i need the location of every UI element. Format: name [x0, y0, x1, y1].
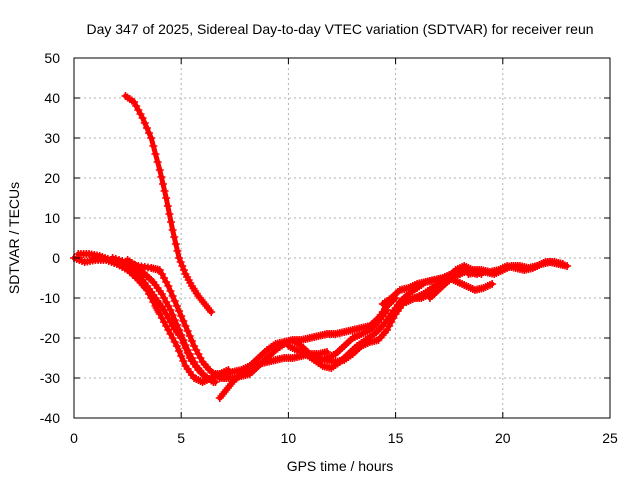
y-tick-label: -10 — [40, 290, 60, 306]
data-point — [166, 287, 175, 295]
data-point — [170, 316, 179, 324]
data-point — [153, 158, 162, 166]
data-point — [177, 312, 186, 320]
x-tick-label: 15 — [388, 430, 404, 446]
data-point — [168, 311, 177, 319]
data-point — [164, 282, 173, 290]
y-tick-label: 0 — [52, 250, 60, 266]
data-point — [168, 226, 177, 234]
data-point — [179, 266, 188, 274]
data-point — [383, 306, 392, 314]
data-point — [181, 341, 190, 349]
data-point — [172, 342, 181, 350]
data-point — [563, 262, 572, 270]
tick-layer: 0 5 10 15 20 25 -40 -30 -20 -10 0 10 20 30 40 50 — [40, 50, 618, 446]
data-point — [163, 202, 172, 210]
data-point — [166, 306, 175, 314]
y-tick-label: 30 — [44, 130, 60, 146]
series-arc — [121, 92, 216, 316]
grid-layer — [74, 58, 610, 418]
data-point — [176, 258, 185, 266]
data-point — [170, 297, 179, 305]
data-point — [172, 302, 181, 310]
data-point — [175, 326, 184, 334]
y-axis-label: SDTVAR / TECUs — [6, 182, 22, 294]
data-point — [177, 352, 186, 360]
y-tick-label: 10 — [44, 210, 60, 226]
data-point — [185, 332, 194, 340]
data-point — [209, 378, 218, 386]
data-point — [183, 327, 192, 335]
y-tick-label: -40 — [40, 410, 60, 426]
data-point — [142, 124, 151, 132]
y-tick-label: 40 — [44, 90, 60, 106]
data-point — [179, 336, 188, 344]
data-point — [151, 150, 160, 158]
y-tick-label: -20 — [40, 330, 60, 346]
data-point — [178, 262, 187, 270]
data-point — [558, 260, 567, 268]
data-point — [140, 119, 149, 127]
data-point — [155, 166, 164, 174]
data-point — [187, 337, 196, 345]
series-layer — [70, 92, 572, 402]
data-point — [158, 180, 167, 188]
data-point — [179, 357, 188, 365]
data-point — [207, 308, 216, 316]
data-point — [157, 173, 166, 181]
data-point — [168, 292, 177, 300]
y-tick-label: 50 — [44, 50, 60, 66]
data-point — [175, 347, 184, 355]
data-point — [171, 240, 180, 248]
data-point — [177, 331, 186, 339]
data-point — [175, 307, 184, 315]
series-arc — [123, 256, 218, 386]
x-tick-label: 25 — [602, 430, 618, 446]
data-point — [167, 218, 176, 226]
x-tick-label: 20 — [495, 430, 511, 446]
series-arc — [464, 258, 567, 278]
data-point — [145, 129, 154, 137]
plot-frame — [73, 57, 611, 419]
x-tick-label: 0 — [70, 430, 78, 446]
x-tick-label: 10 — [281, 430, 297, 446]
data-point — [162, 194, 171, 202]
data-point — [170, 233, 179, 241]
data-point — [165, 210, 174, 218]
data-point — [173, 247, 182, 255]
y-tick-label: 20 — [44, 170, 60, 186]
data-point — [138, 114, 147, 122]
y-tick-label: -30 — [40, 370, 60, 386]
data-point — [181, 322, 190, 330]
data-point — [172, 321, 181, 329]
chart-title: Day 347 of 2025, Sidereal Day-to-day VTE… — [86, 21, 593, 37]
data-point — [179, 317, 188, 325]
data-point — [488, 280, 497, 288]
data-point — [160, 187, 169, 195]
data-point — [149, 142, 158, 150]
data-point — [175, 254, 184, 262]
data-point — [147, 134, 156, 142]
x-tick-label: 5 — [177, 430, 185, 446]
x-axis-label: GPS time / hours — [287, 458, 394, 474]
